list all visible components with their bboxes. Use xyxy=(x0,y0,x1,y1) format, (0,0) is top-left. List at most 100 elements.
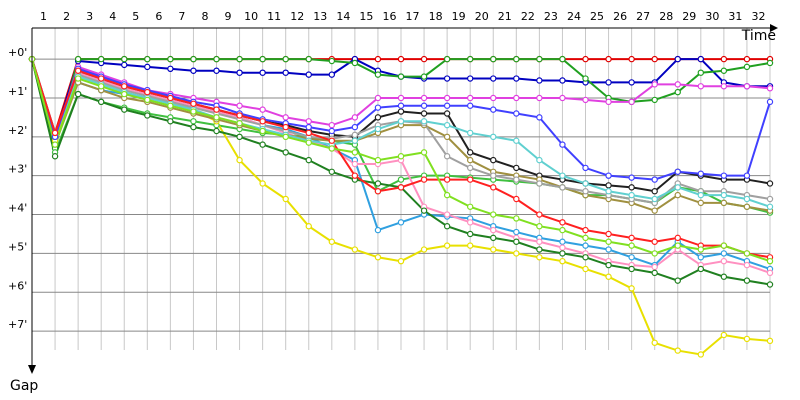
data-point xyxy=(374,104,382,111)
data-point xyxy=(559,238,566,245)
data-point xyxy=(144,96,151,104)
data-point xyxy=(121,61,128,69)
data-point xyxy=(559,250,566,257)
data-point xyxy=(374,125,382,133)
data-point xyxy=(97,98,105,106)
data-point xyxy=(397,108,405,115)
data-point xyxy=(720,172,728,179)
data-point xyxy=(374,71,382,78)
data-point xyxy=(559,55,566,63)
data-point xyxy=(605,261,612,269)
data-point xyxy=(490,246,497,253)
data-point xyxy=(766,98,774,106)
data-point xyxy=(582,226,589,234)
data-point xyxy=(490,55,497,63)
data-point xyxy=(167,118,174,125)
x-tick-label: 7 xyxy=(178,10,185,23)
data-point xyxy=(236,120,243,127)
data-point xyxy=(743,335,751,343)
data-point xyxy=(628,265,635,273)
x-tick-label: 22 xyxy=(521,10,535,23)
data-point xyxy=(513,164,520,172)
x-tick-label: 29 xyxy=(682,10,696,23)
data-point xyxy=(397,118,405,125)
data-point xyxy=(466,55,474,63)
data-point xyxy=(743,203,751,210)
data-point xyxy=(628,191,635,199)
data-point xyxy=(559,184,566,191)
x-tick-label: 13 xyxy=(313,10,327,23)
x-tick-label: 5 xyxy=(132,10,139,23)
x-tick-label: 14 xyxy=(336,10,350,23)
data-point xyxy=(397,55,405,63)
data-point xyxy=(490,106,497,113)
x-tick-label: 32 xyxy=(751,10,765,23)
data-point xyxy=(213,127,220,135)
data-point xyxy=(559,244,566,251)
data-point xyxy=(490,184,497,191)
x-tick-label: 3 xyxy=(86,10,93,23)
data-point xyxy=(674,184,681,191)
data-point xyxy=(513,110,520,117)
data-point xyxy=(697,265,705,273)
data-point xyxy=(743,195,751,203)
data-point xyxy=(536,55,543,63)
data-point xyxy=(236,102,243,109)
data-point xyxy=(213,114,220,121)
data-point xyxy=(351,131,359,139)
y-tick-label: +5' xyxy=(8,240,27,253)
data-point xyxy=(466,102,474,109)
data-point xyxy=(720,242,728,249)
data-point xyxy=(582,164,589,172)
data-point xyxy=(651,55,658,63)
data-point xyxy=(305,223,312,230)
data-point xyxy=(121,90,128,98)
data-point xyxy=(51,153,59,160)
data-point xyxy=(628,79,635,86)
data-point xyxy=(628,184,635,191)
data-point xyxy=(697,170,705,177)
data-point xyxy=(582,55,589,63)
y-tick-label: +6' xyxy=(8,279,27,292)
data-point xyxy=(190,108,197,115)
data-point xyxy=(466,129,474,137)
data-point xyxy=(443,102,451,109)
data-point xyxy=(236,112,243,119)
data-point xyxy=(490,94,497,102)
data-point xyxy=(513,228,520,236)
data-point xyxy=(328,71,336,78)
data-point xyxy=(651,188,658,195)
data-point xyxy=(167,102,174,109)
x-tick-label: 18 xyxy=(429,10,443,23)
data-point xyxy=(190,118,197,125)
data-point xyxy=(213,106,220,113)
data-point xyxy=(536,238,543,245)
x-tick-label: 11 xyxy=(267,10,281,23)
data-point xyxy=(144,88,151,96)
data-point xyxy=(513,137,520,144)
data-point xyxy=(490,156,497,164)
x-tick-label: 20 xyxy=(475,10,489,23)
data-point xyxy=(443,191,451,199)
data-point xyxy=(536,156,543,164)
data-point xyxy=(74,75,82,82)
data-point xyxy=(374,226,382,234)
series-points xyxy=(28,55,774,358)
data-point xyxy=(374,180,382,187)
data-point xyxy=(374,156,382,164)
data-point xyxy=(743,261,751,269)
data-point xyxy=(766,195,774,203)
data-point xyxy=(443,94,451,102)
x-tick-label: 19 xyxy=(452,10,466,23)
data-point xyxy=(443,223,451,230)
data-point xyxy=(628,285,635,292)
data-point xyxy=(513,94,520,102)
data-point xyxy=(466,203,474,210)
data-point xyxy=(559,141,566,148)
data-point xyxy=(351,137,359,144)
data-point xyxy=(536,77,543,84)
data-point xyxy=(536,254,543,261)
x-tick-label: 6 xyxy=(155,10,162,23)
data-point xyxy=(466,176,474,183)
